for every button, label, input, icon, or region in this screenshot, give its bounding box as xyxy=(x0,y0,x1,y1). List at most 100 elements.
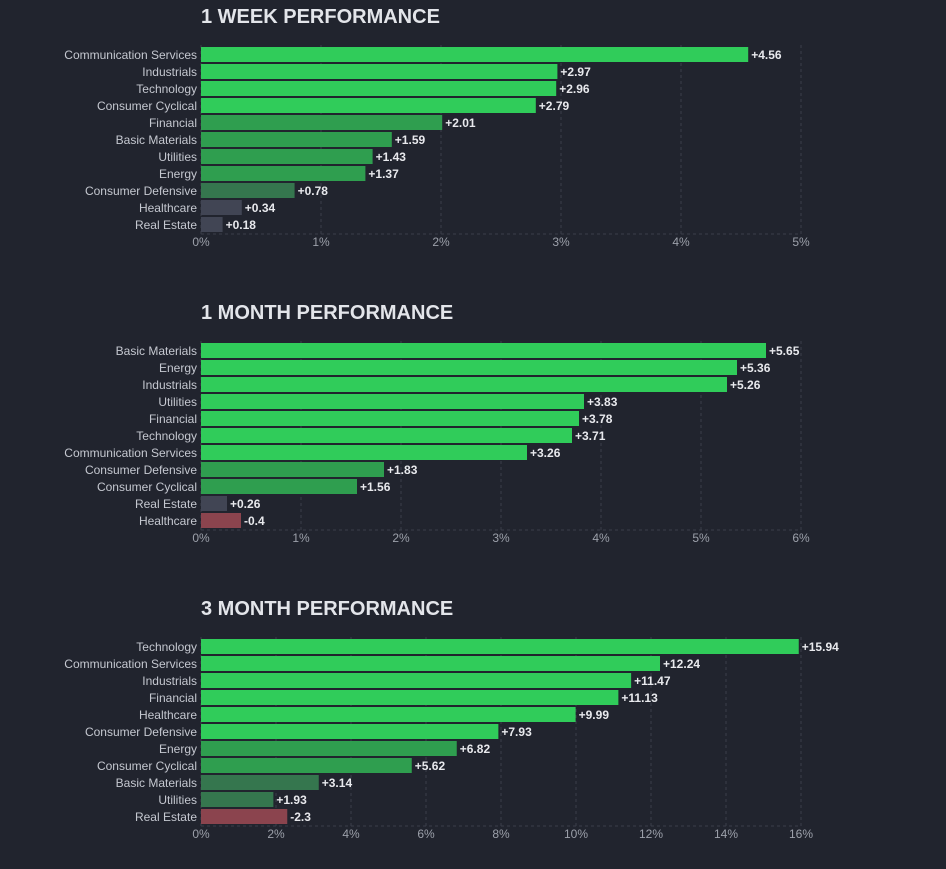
bar[interactable] xyxy=(201,343,766,358)
category-label: Communication Services xyxy=(64,657,197,671)
category-label: Real Estate xyxy=(135,810,197,824)
category-label: Real Estate xyxy=(135,497,197,511)
value-label: +2.79 xyxy=(539,99,570,113)
category-label: Utilities xyxy=(158,395,197,409)
bar[interactable] xyxy=(201,47,749,62)
bar[interactable] xyxy=(201,656,660,671)
category-label: Financial xyxy=(149,412,197,426)
x-tick-label: 14% xyxy=(714,827,738,841)
chart-panel-3: 3 MONTH PERFORMANCE 0% 2% 4% 6% 8% 10% 12% 14% 16… xyxy=(64,598,839,841)
bar[interactable] xyxy=(201,394,584,409)
chart-title: 1 WEEK PERFORMANCE xyxy=(201,6,440,28)
category-label: Consumer Defensive xyxy=(85,184,197,198)
x-tick-label: 1% xyxy=(292,531,310,545)
bar[interactable] xyxy=(201,445,527,460)
bar[interactable] xyxy=(201,673,632,688)
bar[interactable] xyxy=(201,132,392,147)
value-label: +7.93 xyxy=(501,725,532,739)
value-label: +6.82 xyxy=(460,742,491,756)
category-label: Utilities xyxy=(158,793,197,807)
value-label: +3.83 xyxy=(587,395,618,409)
value-label: +1.93 xyxy=(276,793,307,807)
bar[interactable] xyxy=(201,411,579,426)
value-label: +5.26 xyxy=(730,378,761,392)
x-tick-label: 2% xyxy=(392,531,410,545)
value-label: +1.43 xyxy=(376,150,407,164)
bar[interactable] xyxy=(201,217,223,232)
category-label: Consumer Cyclical xyxy=(97,99,197,113)
value-label: +2.01 xyxy=(445,116,476,130)
bar[interactable] xyxy=(201,166,366,181)
category-label: Energy xyxy=(159,167,197,181)
bar[interactable] xyxy=(201,513,241,528)
bar[interactable] xyxy=(201,792,274,807)
category-label: Healthcare xyxy=(139,708,197,722)
bar[interactable] xyxy=(201,149,373,164)
bar[interactable] xyxy=(201,496,227,511)
x-tick-label: 12% xyxy=(639,827,663,841)
category-label: Technology xyxy=(136,82,197,96)
value-label: +0.18 xyxy=(226,218,257,232)
category-label: Energy xyxy=(159,742,197,756)
value-label: +0.78 xyxy=(298,184,329,198)
category-label: Basic Materials xyxy=(116,344,197,358)
bar[interactable] xyxy=(201,775,319,790)
category-label: Industrials xyxy=(142,674,197,688)
bar[interactable] xyxy=(201,200,242,215)
bar[interactable] xyxy=(201,724,499,739)
category-label: Technology xyxy=(136,429,197,443)
x-tick-label: 1% xyxy=(312,235,330,249)
bar[interactable] xyxy=(201,98,536,113)
bar[interactable] xyxy=(201,377,727,392)
value-label: +15.94 xyxy=(802,640,839,654)
bar[interactable] xyxy=(201,81,557,96)
x-tick-label: 3% xyxy=(552,235,570,249)
value-label: +12.24 xyxy=(663,657,700,671)
bar[interactable] xyxy=(201,428,572,443)
category-label: Industrials xyxy=(142,65,197,79)
value-label: +1.83 xyxy=(387,463,418,477)
bar[interactable] xyxy=(201,809,288,824)
x-tick-label: 6% xyxy=(417,827,435,841)
bar[interactable] xyxy=(201,183,295,198)
value-label: +11.47 xyxy=(634,674,671,688)
x-tick-label: 4% xyxy=(592,531,610,545)
value-label: +4.56 xyxy=(751,48,782,62)
value-label: +5.62 xyxy=(415,759,446,773)
value-label: +1.37 xyxy=(368,167,399,181)
bar[interactable] xyxy=(201,462,384,477)
bar[interactable] xyxy=(201,64,558,79)
chart-panel-2: 1 MONTH PERFORMANCE 0% 1% 2% 3% 4% 5% 6% Basic M… xyxy=(64,302,810,545)
category-label: Communication Services xyxy=(64,446,197,460)
value-label: +3.14 xyxy=(322,776,353,790)
value-label: -2.3 xyxy=(290,810,311,824)
bar[interactable] xyxy=(201,707,576,722)
bar[interactable] xyxy=(201,479,357,494)
x-tick-label: 10% xyxy=(564,827,588,841)
x-tick-label: 2% xyxy=(267,827,285,841)
x-tick-label: 5% xyxy=(692,531,710,545)
value-label: +0.26 xyxy=(230,497,261,511)
x-tick-label: 2% xyxy=(432,235,450,249)
bar[interactable] xyxy=(201,690,619,705)
category-label: Basic Materials xyxy=(116,776,197,790)
bar[interactable] xyxy=(201,741,457,756)
category-label: Healthcare xyxy=(139,514,197,528)
x-tick-label: 0% xyxy=(192,235,210,249)
value-label: +1.59 xyxy=(395,133,426,147)
chart-title: 3 MONTH PERFORMANCE xyxy=(201,598,453,620)
chart-title: 1 MONTH PERFORMANCE xyxy=(201,302,453,324)
x-tick-label: 8% xyxy=(492,827,510,841)
bar[interactable] xyxy=(201,758,412,773)
category-label: Industrials xyxy=(142,378,197,392)
category-label: Consumer Cyclical xyxy=(97,759,197,773)
value-label: +5.36 xyxy=(740,361,771,375)
category-label: Healthcare xyxy=(139,201,197,215)
bar[interactable] xyxy=(201,115,443,130)
bar[interactable] xyxy=(201,639,799,654)
x-tick-label: 6% xyxy=(792,531,810,545)
bar[interactable] xyxy=(201,360,737,375)
value-label: +2.97 xyxy=(560,65,591,79)
category-label: Basic Materials xyxy=(116,133,197,147)
